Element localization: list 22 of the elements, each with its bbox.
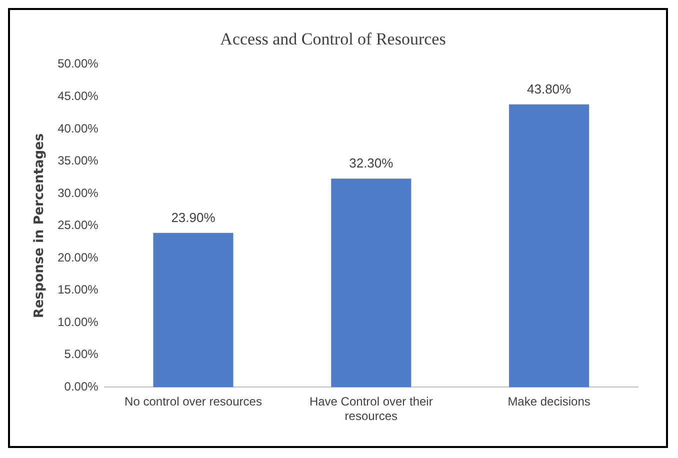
data-label: 23.90% <box>171 210 216 225</box>
y-tick-label: 40.00% <box>58 121 99 136</box>
y-tick-label: 45.00% <box>58 88 99 103</box>
data-label: 43.80% <box>527 82 572 97</box>
y-tick-label: 50.00% <box>58 56 99 71</box>
bar <box>331 178 412 388</box>
y-tick-label: 15.00% <box>58 282 99 297</box>
data-label: 32.30% <box>349 156 394 171</box>
bar <box>153 232 234 388</box>
y-tick-label: 5.00% <box>64 347 99 362</box>
y-tick-label: 20.00% <box>58 250 99 264</box>
y-tick-label: 10.00% <box>58 314 99 329</box>
y-tick-label: 0.00% <box>64 380 99 394</box>
y-tick-label: 25.00% <box>58 218 99 232</box>
x-tick-label: Have Control over their resources <box>309 394 433 424</box>
x-tick-label: No control over resources <box>124 394 262 409</box>
y-tick-label: 35.00% <box>58 154 99 168</box>
bar <box>509 104 590 388</box>
chart-title: Access and Control of Resources <box>220 30 446 49</box>
y-axis-title: Response in Percentages <box>32 133 48 318</box>
y-tick-label: 30.00% <box>58 186 99 200</box>
x-tick-label: Make decisions <box>508 394 590 409</box>
